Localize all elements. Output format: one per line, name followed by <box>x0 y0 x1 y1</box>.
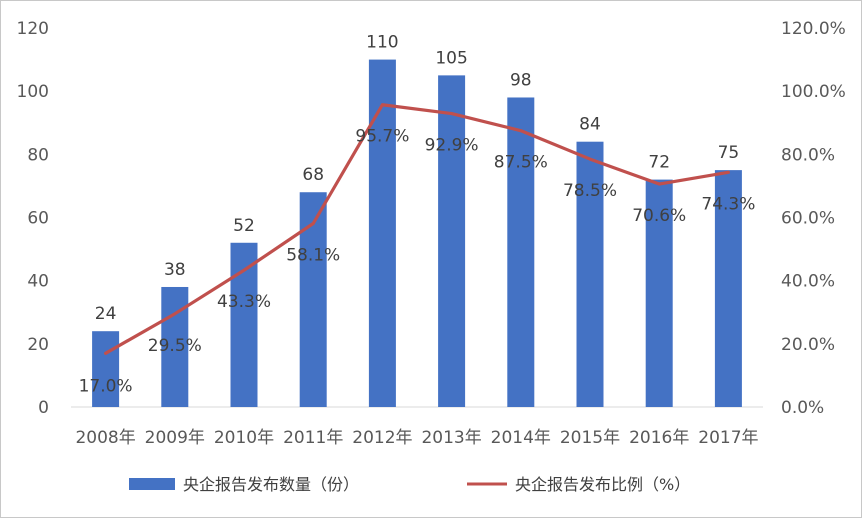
legend-line-label: 央企报告发布比例（%） <box>515 475 690 494</box>
right-tick-label: 0.0% <box>781 398 824 418</box>
line-value-label: 95.7% <box>355 127 409 147</box>
bar-value-label: 75 <box>718 143 740 163</box>
line-value-label: 17.0% <box>79 376 133 396</box>
right-tick-label: 100.0% <box>781 82 846 102</box>
bar-value-label: 84 <box>579 115 601 135</box>
bar-value-label: 98 <box>510 70 532 90</box>
right-axis: 0.0% 20.0% 40.0% 60.0% 80.0% 100.0% 120.0% <box>781 19 846 418</box>
bar <box>368 59 396 407</box>
line-value-label: 70.6% <box>632 206 686 226</box>
bar <box>645 179 673 407</box>
left-tick-label: 80 <box>27 145 49 165</box>
left-tick-label: 120 <box>17 19 49 39</box>
legend-bar-label: 央企报告发布数量（份） <box>183 475 359 494</box>
line-value-label: 43.3% <box>217 292 271 312</box>
line-series <box>103 103 731 355</box>
bar-value-label: 38 <box>164 260 186 280</box>
line-value-label: 78.5% <box>563 181 617 201</box>
line-value-label: 58.1% <box>286 246 340 266</box>
left-axis: 0 20 40 60 80 100 120 <box>17 19 49 418</box>
left-tick-label: 20 <box>27 335 49 355</box>
right-tick-label: 60.0% <box>781 209 835 229</box>
line-path <box>103 103 731 355</box>
x-tick-label: 2008年 <box>75 428 135 448</box>
bar-data-labels: 24 38 52 68 110 105 98 84 72 75 <box>95 33 739 325</box>
x-tick-label: 2009年 <box>145 428 205 448</box>
right-tick-label: 120.0% <box>781 19 846 39</box>
bar <box>230 242 258 407</box>
left-tick-label: 60 <box>27 209 49 229</box>
x-tick-label: 2013年 <box>421 428 481 448</box>
line-data-labels: 17.0% 29.5% 43.3% 58.1% 95.7% 92.9% 87.5% 78.5%… <box>79 127 756 397</box>
right-tick-label: 20.0% <box>781 335 835 355</box>
bar-value-label: 24 <box>95 304 117 324</box>
bar-value-label: 52 <box>233 216 255 236</box>
line-value-label: 29.5% <box>148 336 202 356</box>
x-tick-label: 2015年 <box>560 428 620 448</box>
x-tick-label: 2012年 <box>352 428 412 448</box>
right-tick-label: 80.0% <box>781 145 835 165</box>
line-value-label: 92.9% <box>425 136 479 156</box>
x-tick-label: 2011年 <box>283 428 343 448</box>
bar-value-label: 110 <box>366 33 398 53</box>
bar-value-label: 105 <box>435 48 467 68</box>
x-tick-label: 2017年 <box>698 428 758 448</box>
line-value-label: 87.5% <box>494 153 548 173</box>
bar <box>576 141 604 407</box>
bar-value-label: 72 <box>648 153 670 173</box>
left-tick-label: 100 <box>17 82 49 102</box>
x-tick-label: 2010年 <box>214 428 274 448</box>
left-tick-label: 40 <box>27 272 49 292</box>
bar <box>438 75 466 407</box>
x-tick-label: 2016年 <box>629 428 689 448</box>
bar-value-label: 68 <box>302 165 324 185</box>
right-tick-label: 40.0% <box>781 272 835 292</box>
line-value-label: 74.3% <box>701 194 755 214</box>
bar <box>507 97 535 407</box>
left-tick-label: 0 <box>38 398 49 418</box>
legend: 央企报告发布数量（份） 央企报告发布比例（%） <box>129 475 690 494</box>
bar <box>92 331 120 407</box>
x-axis: 2008年 2009年 2010年 2011年 2012年 2013年 2014年 2015年… <box>75 428 758 448</box>
bar-series <box>92 59 742 407</box>
legend-bar-swatch <box>129 478 175 490</box>
bar <box>714 170 742 407</box>
x-tick-label: 2014年 <box>491 428 551 448</box>
